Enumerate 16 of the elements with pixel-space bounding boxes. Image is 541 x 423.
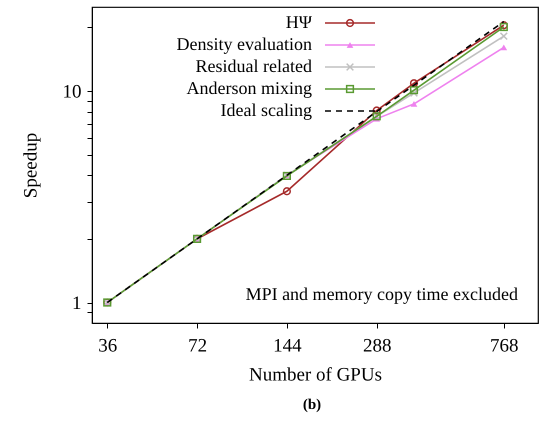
y-tick-label: 10 xyxy=(62,82,82,103)
annotation: MPI and memory copy time excluded xyxy=(246,284,518,304)
x-tick-label: 144 xyxy=(273,336,302,356)
legend-label: Density evaluation xyxy=(176,34,312,54)
x-tick-label: 72 xyxy=(188,336,208,356)
x-tick-label: 768 xyxy=(490,336,519,356)
legend-label: HΨ xyxy=(286,12,313,32)
y-axis-title: Speedup xyxy=(20,132,42,198)
y-tick-label: 1 xyxy=(72,293,82,314)
legend-label: Residual related xyxy=(196,56,312,76)
text: (b) xyxy=(302,397,322,413)
x-axis-title: Number of GPUs xyxy=(249,364,382,386)
x-tick-label: 36 xyxy=(98,336,118,356)
legend-label: Ideal scaling xyxy=(220,100,312,120)
legend-label: Anderson mixing xyxy=(186,78,312,98)
x-tick-label: 288 xyxy=(362,336,392,356)
